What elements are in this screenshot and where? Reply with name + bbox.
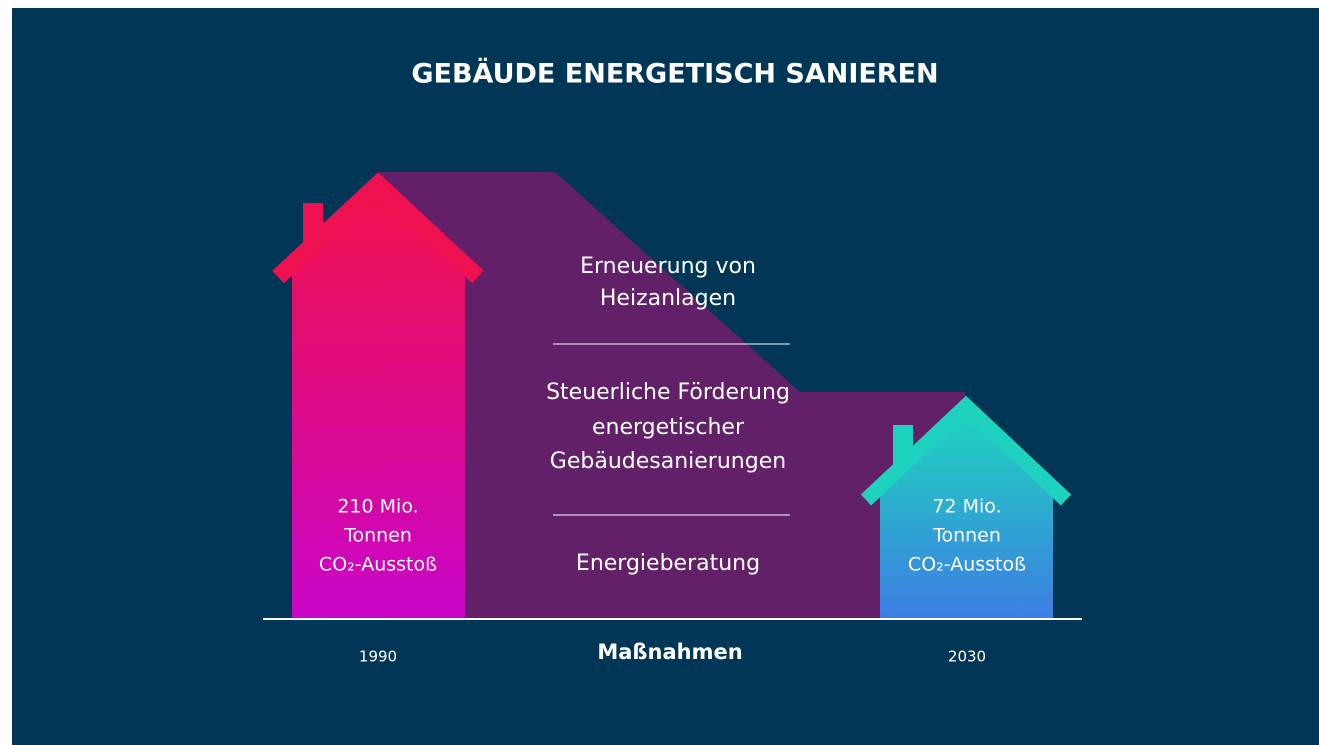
house-label: CO₂-Ausstoß [908,554,1026,576]
house-label: CO₂-Ausstoß [319,554,437,576]
measure-text: Steuerliche Förderung [546,380,790,405]
reduction-band [378,172,965,618]
measure-text: energetischer [592,415,745,440]
year-label: 1990 [359,648,397,666]
roof [860,395,1072,506]
house-2030 [860,395,1072,618]
house-label: Tonnen [343,525,412,547]
year-label: 2030 [948,648,986,666]
title: GEBÄUDE ENERGETISCH SANIEREN [411,58,938,90]
measures-title: Maßnahmen [597,640,742,664]
measure-text: Gebäudesanierungen [550,449,786,474]
house-label: Tonnen [932,525,1001,547]
measure-text: Heizanlagen [600,286,736,311]
house-label: 72 Mio. [932,496,1001,518]
house-1990 [272,172,484,618]
measure-text: Energieberatung [576,551,760,576]
roof [272,172,484,284]
house-label: 210 Mio. [337,496,418,518]
house-body [292,190,465,618]
house-body [880,412,1053,618]
measure-text: Erneuerung von [580,254,756,279]
